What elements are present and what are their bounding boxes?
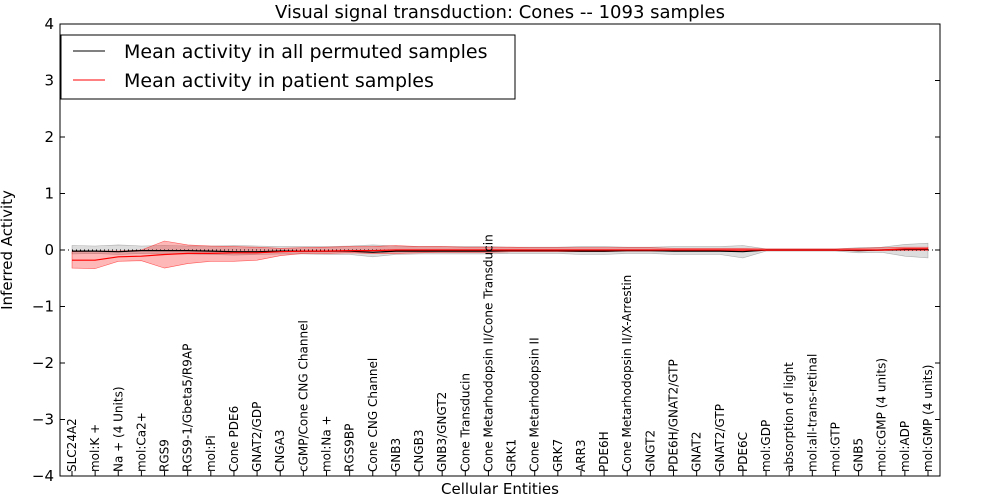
category-label: CNGA3	[273, 430, 287, 473]
y-tick-label: −4	[32, 467, 54, 485]
category-label: absorption of light	[782, 362, 796, 472]
category-labels: SLC24A2 mol:K + Na + (4 Units) mol:Ca2+ RGS9…	[65, 234, 935, 476]
y-axis-label: Inferred Activity	[0, 190, 16, 310]
y-tick-label: 3	[44, 72, 54, 90]
category-label: mol:Na +	[319, 415, 333, 472]
y-tick-label: 4	[44, 15, 54, 33]
category-label: GNB5	[852, 438, 866, 472]
category-label: mol:GDP	[759, 420, 773, 472]
category-label: mol:ADP	[898, 421, 912, 472]
category-label: PDE6H/GNAT2/GTP	[667, 359, 681, 472]
patient-band	[71, 240, 929, 269]
category-label: mol:GTP	[828, 422, 842, 472]
category-label: PDE6H	[597, 431, 611, 472]
plot-border	[59, 23, 941, 477]
y-tick-label: −2	[32, 354, 54, 372]
category-label: mol:all-trans-retinal	[805, 354, 819, 472]
category-label: RGS9BP	[343, 424, 357, 472]
series-lines	[72, 248, 928, 261]
category-label: RGS9	[158, 439, 172, 472]
category-label: GNGT2	[643, 430, 657, 472]
x-axis-label: Cellular Entities	[441, 480, 559, 498]
legend-box	[60, 34, 516, 100]
category-label: RGS9-1/Gbeta5/R9AP	[181, 344, 195, 472]
category-label: mol:K +	[88, 424, 102, 472]
category-label: GRK1	[505, 439, 519, 472]
category-label: mol:GMP (4 units)	[921, 365, 935, 472]
y-tick-label: −1	[32, 298, 54, 316]
legend: Mean activity in all permuted samples Me…	[60, 34, 516, 100]
category-label: CNGB3	[412, 429, 426, 472]
category-label: Cone Metarhodopsin II/Cone Transducin	[481, 234, 495, 472]
category-label: PDE6C	[736, 432, 750, 472]
category-label: mol:cGMP (4 units)	[875, 358, 889, 472]
category-label: SLC24A2	[65, 418, 79, 472]
legend-label-permuted: Mean activity in all permuted samples	[124, 41, 487, 63]
category-label: GNAT2/GDP	[250, 402, 264, 472]
category-label: mol:Ca2+	[134, 412, 148, 472]
patient-mean-line	[72, 248, 928, 261]
category-label: Cone PDE6	[227, 406, 241, 472]
category-label: cGMP/Cone CNG Channel	[296, 320, 310, 472]
category-label: Cone Transducin	[458, 373, 472, 472]
legend-label-patient: Mean activity in patient samples	[124, 70, 434, 92]
category-label: GNAT2/GTP	[713, 404, 727, 472]
category-label: mol:Pi	[204, 435, 218, 472]
y-tick-label: 1	[44, 185, 54, 203]
category-label: GRK7	[551, 439, 565, 472]
category-label: Na + (4 Units)	[111, 386, 125, 472]
category-label: Cone Metarhodopsin II/X-Arrestin	[620, 275, 634, 472]
category-label: Cone Metarhodopsin II	[528, 337, 542, 472]
y-axis-ticks: −4 −3 −2 −1 0 1 2 3 4	[32, 15, 940, 485]
category-label: Cone CNG Channel	[366, 358, 380, 472]
category-label: ARR3	[574, 439, 588, 472]
category-label: GNB3/GNGT2	[435, 392, 449, 472]
y-tick-label: 0	[44, 241, 54, 259]
category-label: GNAT2	[690, 431, 704, 472]
y-tick-label: −3	[32, 411, 54, 429]
y-tick-label: 2	[44, 128, 54, 146]
category-label: GNB3	[389, 438, 403, 472]
chart-title: Visual signal transduction: Cones -- 109…	[275, 2, 725, 23]
